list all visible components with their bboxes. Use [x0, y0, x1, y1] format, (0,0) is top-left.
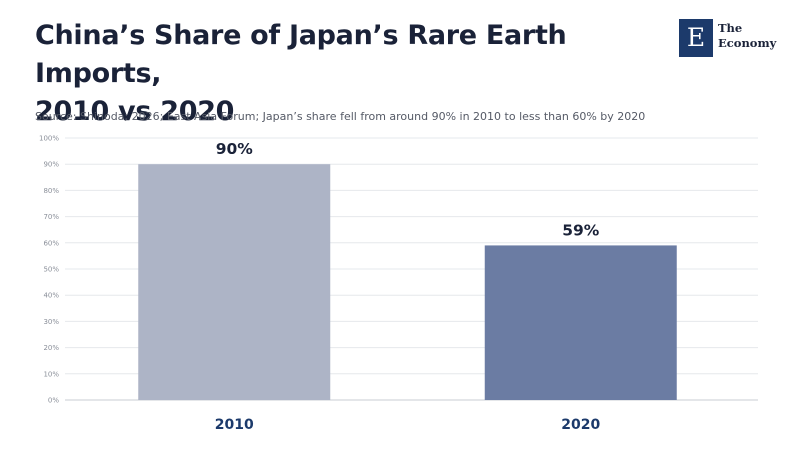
logo-line-2: Economy	[718, 36, 777, 50]
y-tick-label: 60%	[43, 239, 59, 247]
logo-line-1: The	[718, 21, 743, 35]
y-tick-label: 80%	[43, 187, 59, 195]
bars	[138, 164, 677, 400]
y-tick-label: 20%	[43, 344, 59, 352]
chart-title-line-2: 2010 vs 2020	[35, 96, 235, 127]
logo-wordmark: The Economy	[718, 21, 790, 51]
y-axis-ticks: 0% 10% 20% 30% 40% 50% 60% 70% 80% 90% 100%	[39, 135, 59, 405]
value-label-2020: 59%	[562, 221, 600, 239]
y-tick-label: 100%	[39, 135, 59, 143]
data-labels: 90% 2010 59% 2020	[215, 140, 601, 433]
bar-2010	[138, 164, 331, 400]
y-tick-label: 70%	[43, 213, 59, 221]
y-tick-label: 90%	[43, 161, 59, 169]
y-tick-label: 0%	[48, 397, 59, 405]
chart-title-line-1: China’s Share of Japan’s Rare Earth Impo…	[35, 20, 567, 89]
value-label-2010: 90%	[216, 140, 254, 158]
logo-e-icon: E	[679, 19, 713, 57]
y-tick-label: 40%	[43, 292, 59, 300]
the-economy-logo: E The Economy	[679, 19, 789, 57]
y-tick-label: 50%	[43, 266, 59, 274]
chart-title: China’s Share of Japan’s Rare Earth Impo…	[35, 17, 675, 131]
x-tick-label-2020: 2020	[561, 417, 600, 433]
y-tick-label: 30%	[43, 318, 59, 326]
source-note: Source: Shinoda; 2026; East Asia Forum; …	[35, 110, 646, 123]
x-tick-label-2010: 2010	[215, 417, 254, 433]
y-tick-label: 10%	[43, 370, 59, 378]
bar-2020	[484, 245, 677, 400]
